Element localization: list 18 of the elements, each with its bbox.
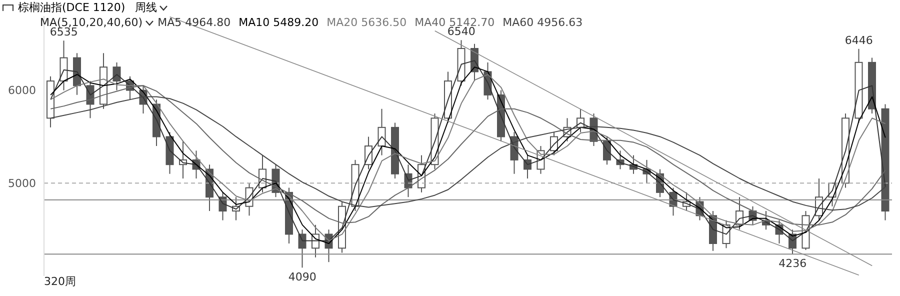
candlestick bbox=[298, 229, 306, 268]
candlestick bbox=[603, 136, 611, 166]
text: MA60 4956.63 bbox=[502, 15, 583, 30]
annotation: 6446 bbox=[844, 34, 873, 47]
annotation: 320周 bbox=[44, 275, 76, 288]
annotation: 6540 bbox=[447, 25, 476, 38]
annotation: 4090 bbox=[288, 270, 316, 284]
candlestick bbox=[112, 62, 121, 91]
legend-label: MA5 4964.80 bbox=[158, 15, 231, 30]
annotation: 4236 bbox=[778, 256, 807, 270]
text: MA20 5636.50 bbox=[326, 15, 407, 30]
y-tick-label: 6000 bbox=[8, 84, 36, 98]
candlestick bbox=[378, 108, 386, 156]
candlestick bbox=[60, 40, 68, 91]
text: MA10 5489.20 bbox=[238, 15, 319, 30]
y-tick-label: 5000 bbox=[8, 177, 36, 190]
chart-subtitle: 周线 bbox=[135, 0, 158, 15]
chart-title: 棕榈油指(DCE 1120) bbox=[18, 0, 126, 15]
